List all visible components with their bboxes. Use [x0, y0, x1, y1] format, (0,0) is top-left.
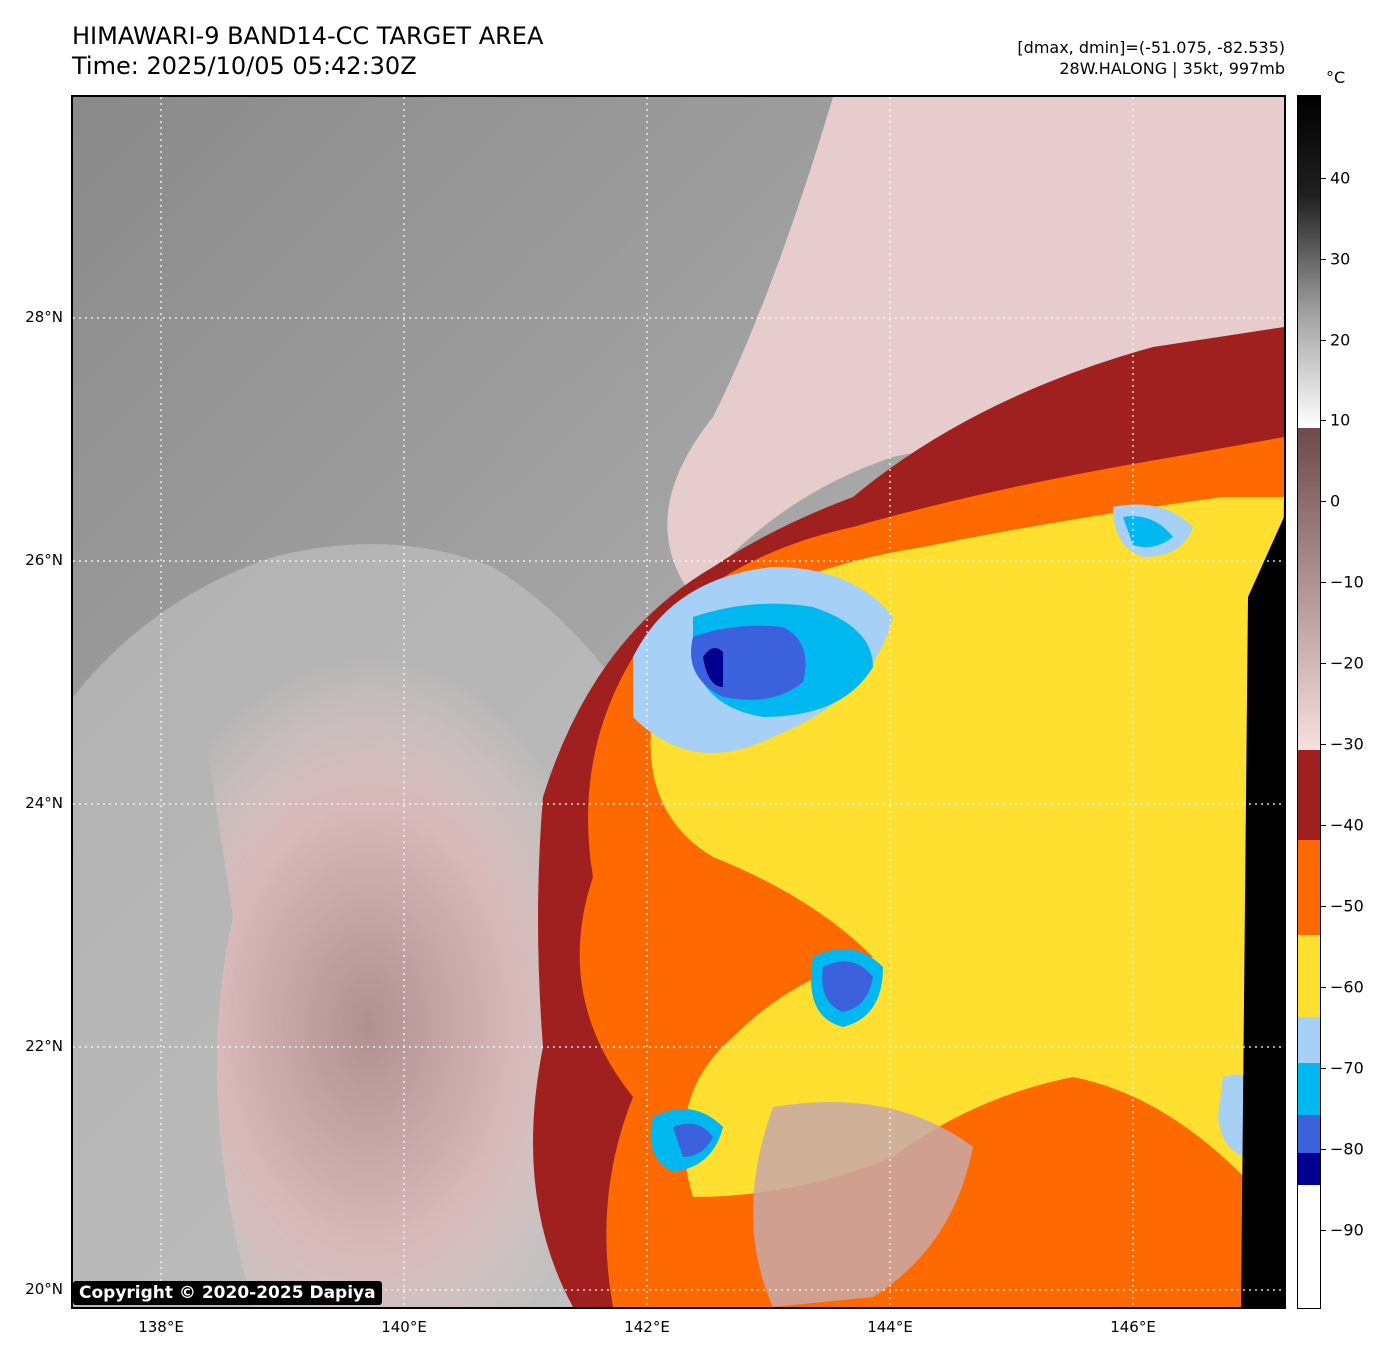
no-data-edge — [1241, 517, 1284, 1307]
colorbar-svg — [1298, 96, 1320, 1308]
colorbar — [1297, 95, 1321, 1309]
colorbar-tick: −50 — [1330, 896, 1364, 916]
graticule — [73, 97, 1284, 1307]
lat-label-22n: 22°N — [25, 1037, 63, 1055]
colorbar-tick: −70 — [1330, 1058, 1364, 1078]
colorbar-tick: 10 — [1330, 410, 1351, 430]
colorbar-tick: 0 — [1330, 491, 1341, 511]
lon-label-140e: 140°E — [381, 1318, 427, 1336]
colorbar-tick: 20 — [1330, 330, 1351, 350]
map-time: Time: 2025/10/05 05:42:30Z — [72, 52, 417, 80]
dmax-dmin-readout: [dmax, dmin]=(-51.075, -82.535) — [1017, 38, 1285, 57]
lat-label-26n: 26°N — [25, 551, 63, 569]
lon-label-138e: 138°E — [138, 1318, 184, 1336]
colorbar-tick: 30 — [1330, 249, 1351, 269]
colorbar-tick: 40 — [1330, 168, 1351, 188]
colorbar-tick: −40 — [1330, 815, 1364, 835]
map-title: HIMAWARI-9 BAND14-CC TARGET AREA — [72, 22, 544, 50]
colorbar-tick: −60 — [1330, 977, 1364, 997]
ir-imagery-svg — [73, 97, 1284, 1307]
colorbar-tick: −10 — [1330, 572, 1364, 592]
colorbar-tick: −80 — [1330, 1139, 1364, 1159]
satellite-image — [71, 95, 1286, 1309]
lat-label-28n: 28°N — [25, 308, 63, 326]
colorbar-unit: °C — [1326, 68, 1346, 87]
outer-cirrus — [667, 97, 1284, 597]
colorbar-tick: −20 — [1330, 653, 1364, 673]
lon-label-144e: 144°E — [867, 1318, 913, 1336]
colorbar-tick: −90 — [1330, 1220, 1364, 1240]
storm-info: 28W.HALONG | 35kt, 997mb — [1059, 59, 1285, 78]
lat-label-24n: 24°N — [25, 794, 63, 812]
colorbar-tick: −30 — [1330, 734, 1364, 754]
lon-label-146e: 146°E — [1110, 1318, 1156, 1336]
lon-label-142e: 142°E — [624, 1318, 670, 1336]
copyright-label: Copyright © 2020-2025 Dapiya — [73, 1281, 382, 1305]
lat-label-20n: 20°N — [25, 1280, 63, 1298]
